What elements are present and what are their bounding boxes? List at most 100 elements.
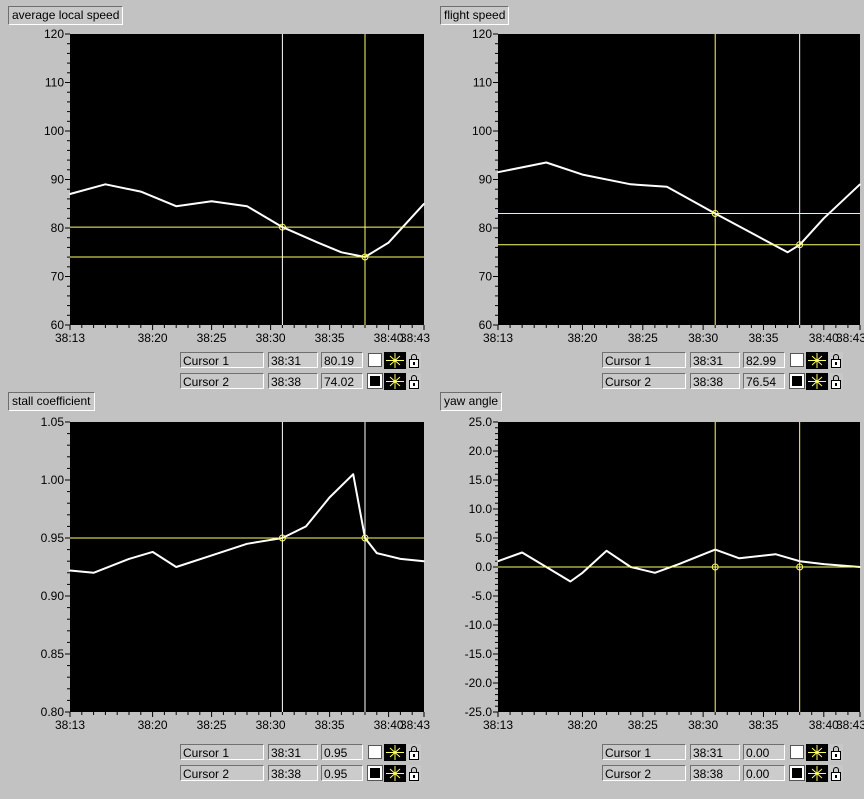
- data-point: [399, 558, 402, 560]
- y-tick-label: 100: [472, 124, 492, 138]
- cursor-color-swatch[interactable]: [789, 373, 805, 389]
- cursor-name[interactable]: Cursor 1: [180, 744, 264, 760]
- cursor-row-2: Cursor 2 38:38 0.95: [180, 765, 421, 783]
- cursor-y-value[interactable]: 0.95: [321, 744, 363, 760]
- cursor-crosshair-icon[interactable]: [384, 744, 406, 761]
- cursor-2-marker[interactable]: [361, 253, 369, 261]
- cursor-name[interactable]: Cursor 2: [180, 373, 264, 389]
- data-point: [210, 200, 213, 203]
- cursor-color-swatch[interactable]: [790, 353, 804, 367]
- cursor-2-marker[interactable]: [796, 563, 804, 571]
- cursor-name[interactable]: Cursor 2: [180, 765, 264, 781]
- x-tick-label: 38:25: [197, 331, 227, 345]
- y-tick-label: 70: [51, 270, 65, 284]
- cursor-color-swatch[interactable]: [790, 745, 804, 759]
- data-point: [328, 496, 331, 499]
- plot-area[interactable]: [70, 422, 424, 712]
- cursor-crosshair-icon[interactable]: [806, 352, 828, 369]
- cursor-y-value[interactable]: 82.99: [743, 352, 785, 368]
- cursor-x-value[interactable]: 38:38: [690, 373, 740, 389]
- cursor-color-swatch[interactable]: [789, 765, 805, 781]
- cursor-name[interactable]: Cursor 1: [602, 352, 686, 368]
- lock-icon[interactable]: [829, 373, 843, 390]
- data-point: [246, 543, 248, 545]
- cursor-name[interactable]: Cursor 1: [602, 744, 686, 760]
- y-tick-label: 120: [472, 27, 492, 41]
- y-tick-label: -15.0: [465, 647, 493, 661]
- cursor-2-marker[interactable]: [796, 241, 804, 249]
- cursor-crosshair-icon[interactable]: [806, 765, 828, 782]
- cursor-x-value[interactable]: 38:31: [268, 352, 318, 368]
- cursor-crosshair-icon[interactable]: [384, 765, 406, 782]
- crosshair-glyph-icon: [808, 374, 826, 389]
- cursor-x-value[interactable]: 38:38: [268, 765, 318, 781]
- cursor-y-value[interactable]: 74.02: [321, 373, 363, 389]
- crosshair-glyph-icon: [808, 766, 826, 781]
- crosshair-glyph-icon: [386, 374, 404, 389]
- cursor-x-value[interactable]: 38:31: [268, 744, 318, 760]
- cursor-y-value[interactable]: 0.95: [321, 765, 363, 781]
- data-point: [738, 557, 741, 560]
- cursor-crosshair-icon[interactable]: [806, 744, 828, 761]
- cursor-2-marker[interactable]: [361, 534, 369, 542]
- cursor-color-swatch[interactable]: [367, 765, 383, 781]
- y-tick-label: 10.0: [469, 502, 493, 516]
- data-point: [750, 232, 753, 234]
- data-point: [151, 551, 154, 553]
- cursor-color-swatch[interactable]: [368, 353, 382, 367]
- data-point: [605, 549, 608, 552]
- lock-icon[interactable]: [407, 744, 421, 761]
- x-tick-label: 38:25: [197, 718, 227, 732]
- data-point: [423, 202, 425, 205]
- cursor-1-marker[interactable]: [711, 209, 719, 217]
- x-tick-label: 38:20: [138, 718, 168, 732]
- cursor-crosshair-icon[interactable]: [384, 373, 406, 390]
- cursor-y-value[interactable]: 0.00: [743, 744, 785, 760]
- cursor-x-value[interactable]: 38:31: [690, 744, 740, 760]
- data-point: [569, 580, 572, 583]
- lock-icon[interactable]: [407, 765, 421, 782]
- cursor-name[interactable]: Cursor 1: [180, 352, 264, 368]
- data-point: [521, 551, 523, 554]
- lock-icon[interactable]: [407, 373, 421, 390]
- lock-icon[interactable]: [829, 765, 843, 782]
- data-point: [210, 554, 213, 557]
- y-tick-label: 60: [51, 318, 65, 332]
- graph-plot[interactable]: 25.0 20.0 15.0 10.0 5.0 0.0 -5.0 -10.0 -15.0 -20.…: [440, 392, 864, 737]
- lock-icon[interactable]: [829, 744, 843, 761]
- data-point: [678, 563, 680, 565]
- x-tick-label: 38:30: [256, 718, 286, 732]
- cursor-x-value[interactable]: 38:31: [690, 352, 740, 368]
- cursor-y-value[interactable]: 80.19: [321, 352, 363, 368]
- cursor-crosshair-icon[interactable]: [384, 352, 406, 369]
- x-tick-label: 38:35: [748, 718, 778, 732]
- cursor-color-swatch[interactable]: [367, 373, 383, 389]
- y-tick-label: 1.05: [41, 415, 65, 429]
- cursor-y-value[interactable]: 0.00: [743, 765, 785, 781]
- cursor-name[interactable]: Cursor 2: [602, 765, 686, 781]
- crosshair-glyph-icon: [386, 353, 404, 368]
- y-tick-label: 80: [479, 221, 493, 235]
- y-tick-label: 0.85: [41, 647, 65, 661]
- x-tick-label: 38:20: [138, 331, 168, 345]
- lock-icon[interactable]: [407, 352, 421, 369]
- data-point: [69, 569, 71, 572]
- lock-icon[interactable]: [829, 352, 843, 369]
- x-tick-label: 38:43: [836, 331, 864, 345]
- cursor-x-value[interactable]: 38:38: [268, 373, 318, 389]
- cursor-y-value[interactable]: 76.54: [743, 373, 785, 389]
- cursor-color-swatch[interactable]: [368, 745, 382, 759]
- padlock-glyph-icon: [831, 746, 841, 760]
- x-tick-label: 38:43: [400, 331, 430, 345]
- cursor-1-marker[interactable]: [278, 223, 286, 231]
- plot-area[interactable]: [70, 34, 424, 325]
- cursor-crosshair-icon[interactable]: [806, 373, 828, 390]
- plot-area[interactable]: [498, 34, 860, 325]
- cursor-row-2: Cursor 2 38:38 0.00: [602, 765, 843, 783]
- cursor-name[interactable]: Cursor 2: [602, 373, 686, 389]
- cursor-x-value[interactable]: 38:38: [690, 765, 740, 781]
- y-tick-label: 80: [51, 221, 65, 235]
